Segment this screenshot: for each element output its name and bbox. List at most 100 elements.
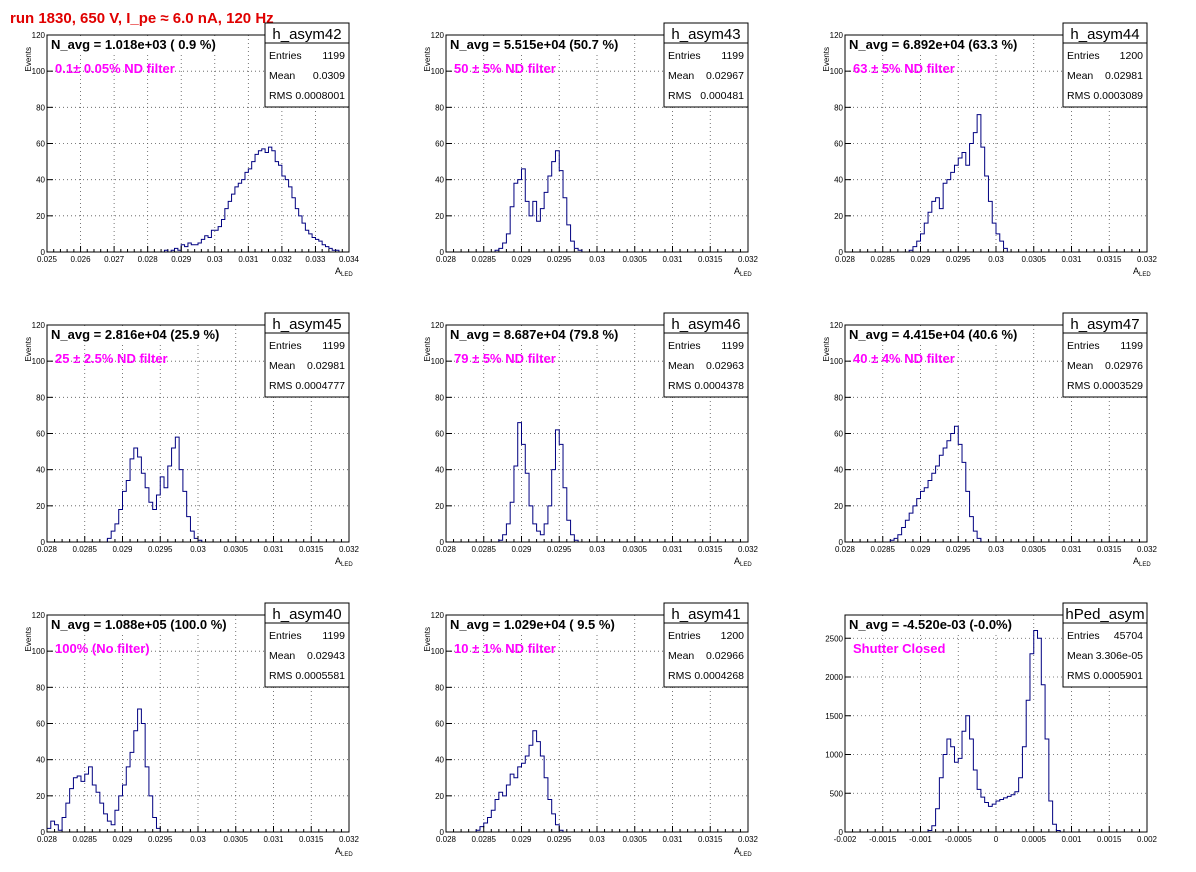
stats-value: 0.0005581: [295, 670, 345, 682]
x-tick-label: 0.032: [339, 835, 360, 844]
x-tick-label: 0.03: [589, 255, 605, 264]
navg-label: N_avg = 1.018e+03 ( 0.9 %): [51, 37, 216, 52]
stats-box: [663, 312, 749, 398]
histogram-panel-h_asym44: 0.028 0.0285 0.029 0.0295 0.03 0.0305 0.031 0.0…: [822, 22, 1158, 278]
x-tick-label: 0.029: [112, 545, 133, 554]
x-axis-label-sub: LED: [1139, 562, 1151, 568]
x-tick-label: 0.028: [835, 255, 856, 264]
y-tick-label: 0: [440, 828, 445, 837]
x-tick-label: 0.0305: [1022, 255, 1047, 264]
x-axis-label: ALED: [335, 846, 353, 858]
y-axis-label: Events: [822, 337, 831, 361]
y-tick-label: 0: [839, 828, 844, 837]
stats-box: [264, 602, 350, 688]
x-axis-label-sub: LED: [740, 562, 752, 568]
stats-value: 1200: [1120, 50, 1144, 62]
y-tick-label: 20: [435, 502, 444, 511]
x-axis-label-sub: LED: [341, 272, 353, 278]
hist-name: h_asym41: [671, 606, 740, 623]
x-tick-label: 0.027: [104, 255, 125, 264]
stats-label: Mean: [668, 360, 694, 372]
stats-label: Mean: [668, 650, 694, 662]
stats-value: 1199: [721, 340, 744, 352]
y-tick-label: 80: [834, 103, 843, 112]
x-tick-label: 0.0305: [623, 835, 648, 844]
y-tick-label: 20: [834, 502, 843, 511]
y-tick-label: 100: [431, 67, 445, 76]
stats-label: RMS: [668, 380, 691, 392]
y-tick-label: 20: [834, 212, 843, 221]
y-axis-label: Events: [24, 47, 33, 71]
y-tick-label: 60: [435, 140, 444, 149]
navg-label: N_avg = 1.088e+05 (100.0 %): [51, 617, 227, 632]
x-tick-label: 0.034: [339, 255, 360, 264]
y-tick-label: 80: [435, 393, 444, 402]
stats-label: Mean: [668, 70, 694, 82]
y-tick-label: 120: [830, 31, 844, 40]
y-tick-label: 40: [36, 176, 45, 185]
stats-label: RMS: [668, 670, 691, 682]
stats-value: 1199: [1120, 340, 1143, 352]
stats-value: 0.02966: [706, 650, 744, 662]
x-tick-label: 0.0295: [547, 255, 572, 264]
histogram-panel-h_asym47: 0.028 0.0285 0.029 0.0295 0.03 0.0305 0.031 0.0…: [822, 312, 1158, 568]
stats-label: Mean: [1067, 360, 1093, 372]
x-tick-label: -0.001: [909, 835, 932, 844]
navg-background: [48, 326, 225, 344]
x-tick-label: 0.0315: [1097, 545, 1122, 554]
x-axis-label: ALED: [1133, 266, 1151, 278]
x-axis-label: ALED: [1133, 556, 1151, 568]
stats-value: 0.0004268: [694, 670, 744, 682]
x-axis-label-sub: LED: [1139, 272, 1151, 278]
x-tick-label: 0.0305: [623, 545, 648, 554]
stats-value: 0.02976: [1105, 360, 1143, 372]
y-tick-label: 20: [36, 792, 45, 801]
x-tick-label: 0.002: [1137, 835, 1158, 844]
x-tick-label: 0.032: [339, 545, 360, 554]
y-tick-label: 40: [435, 756, 444, 765]
histogram-line: [446, 422, 748, 543]
y-tick-label: 60: [435, 720, 444, 729]
x-axis-label-sub: LED: [341, 852, 353, 858]
navg-background: [48, 36, 221, 54]
stats-box: [1062, 22, 1148, 108]
stats-label: Entries: [668, 630, 701, 642]
x-axis-label: ALED: [734, 556, 752, 568]
x-tick-label: -0.0005: [945, 835, 973, 844]
x-axis-label-sub: LED: [341, 562, 353, 568]
y-tick-label: 80: [36, 393, 45, 402]
x-tick-label: 0.032: [738, 835, 759, 844]
x-tick-label: 0.03: [190, 835, 206, 844]
stats-box: [1062, 312, 1148, 398]
y-tick-label: 100: [830, 67, 844, 76]
y-tick-label: 120: [431, 611, 445, 620]
x-tick-label: 0.032: [1137, 545, 1158, 554]
histogram-line: [845, 425, 1147, 543]
y-tick-label: 100: [32, 647, 46, 656]
x-tick-label: 0.0285: [871, 545, 896, 554]
x-tick-label: 0.0015: [1097, 835, 1122, 844]
stats-label: RMS: [1067, 380, 1090, 392]
x-axis-label: ALED: [734, 846, 752, 858]
y-tick-label: 80: [435, 103, 444, 112]
x-tick-label: 0.0285: [472, 835, 497, 844]
x-axis-label-sub: LED: [740, 852, 752, 858]
hist-name: hPed_asym: [1065, 606, 1144, 623]
navg-label: N_avg = -4.520e-03 (-0.0%): [849, 617, 1012, 632]
y-tick-label: 120: [32, 611, 46, 620]
y-tick-label: 0: [440, 538, 445, 547]
y-axis-label: Events: [24, 337, 33, 361]
x-tick-label: 0.028: [436, 255, 457, 264]
navg-label: N_avg = 6.892e+04 (63.3 %): [849, 37, 1017, 52]
y-tick-label: 120: [32, 31, 46, 40]
y-tick-label: 100: [431, 357, 445, 366]
x-tick-label: 0.0285: [73, 835, 98, 844]
stats-label: RMS: [668, 90, 691, 102]
y-tick-label: 60: [834, 140, 843, 149]
filter-label: 40 ± 4% ND filter: [853, 351, 955, 366]
y-tick-label: 60: [36, 430, 45, 439]
navg-background: [846, 616, 1017, 634]
stats-label: Entries: [1067, 50, 1100, 62]
y-tick-label: 40: [435, 466, 444, 475]
y-tick-label: 40: [834, 466, 843, 475]
